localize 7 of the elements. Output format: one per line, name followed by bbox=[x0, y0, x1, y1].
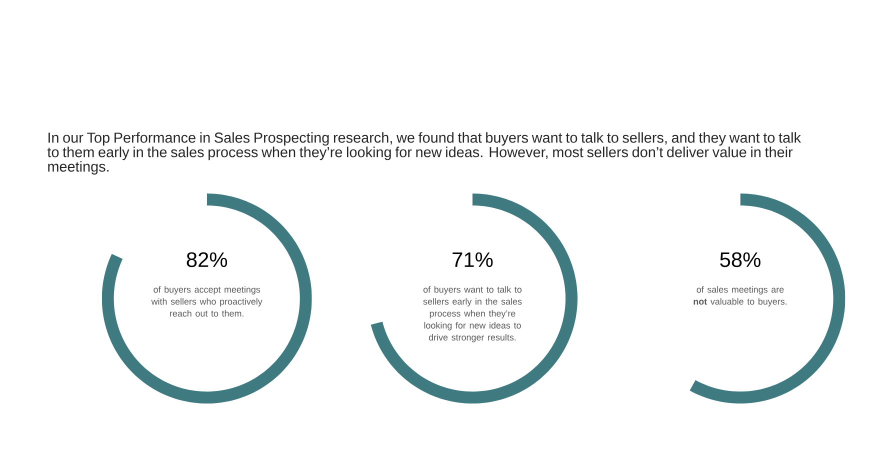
text: of buyers accept meetings with sellers who proactively reach out to them. bbox=[151, 286, 262, 317]
text: 58% bbox=[720, 252, 760, 268]
text: of sales meetings are not valuable to buyers. bbox=[694, 286, 787, 306]
text: 82% bbox=[186, 252, 228, 268]
text: 71% bbox=[452, 252, 493, 268]
text: In our Top Performance in Sales Prospecting research, we found that buyers want to talk to sellers, and they want to talk to them early in the sales process when they’re looking for new ideas. However, most sellers don’t deliver value in their meetings. bbox=[47, 132, 802, 175]
text: of buyers want to talk to sellers early in the sales process when they’re looking for new ideas to drive stronger results. bbox=[423, 286, 522, 342]
